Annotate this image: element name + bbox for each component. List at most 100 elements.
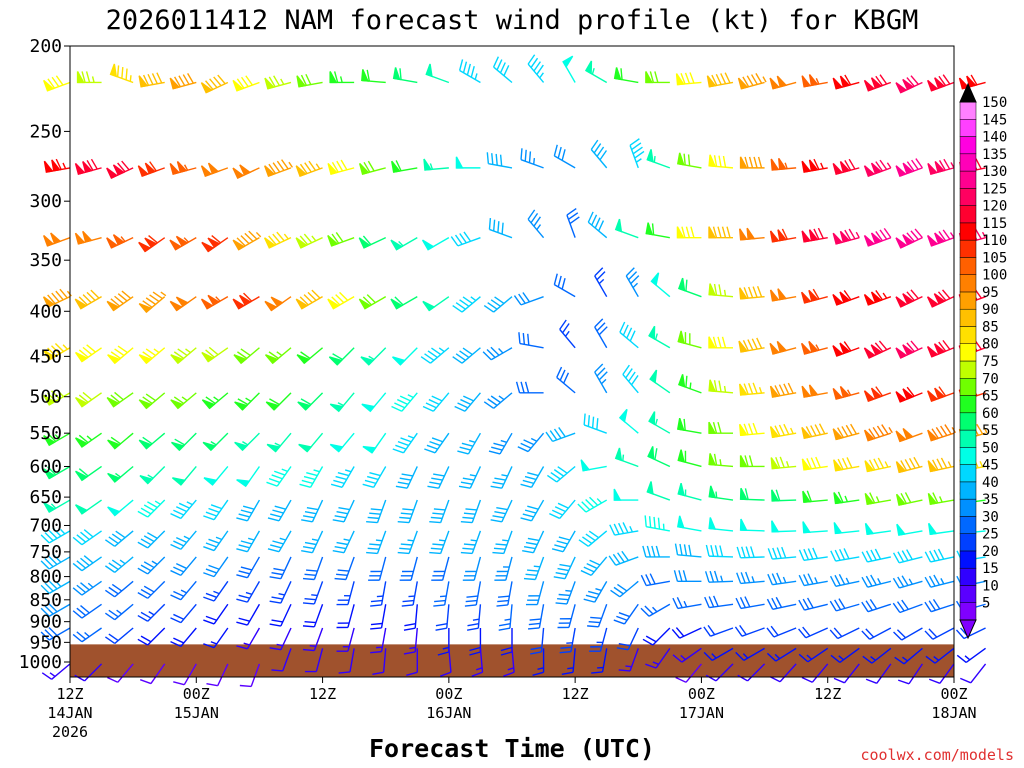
wind-barb [169,296,197,312]
barb-flag [896,629,907,639]
wind-barb [466,604,482,631]
wind-barb [832,423,860,441]
wind-barb [429,530,450,555]
wind-barb [527,54,545,83]
barb-flag [688,544,692,557]
barb-flag [492,56,500,68]
barb-flag [51,390,61,400]
barb-flag [558,536,571,541]
barb-half-flag [474,73,478,80]
barb-flag [370,627,382,630]
barb-staff [715,663,734,682]
barb-half-flag [153,348,160,354]
barb-pennant [42,296,56,308]
barb-flag [462,61,468,73]
wind-barb [232,230,262,251]
barb-pennant [808,340,819,353]
barb-flag [815,456,821,468]
wind-barb [327,291,355,310]
wind-barb [104,603,134,621]
barb-flag [870,549,877,561]
barb-flag [454,234,463,245]
barb-flag [208,564,220,570]
barb-flag [370,599,383,603]
wind-barb [171,466,197,486]
barb-flag [687,154,691,166]
barb-flag [333,479,345,485]
colorbar-top-arrow [959,82,977,103]
barb-flag [527,505,539,510]
barb-staff [313,556,324,580]
barb-flag [366,69,370,82]
barb-flag [240,540,253,545]
barb-flag [175,506,187,513]
barb-flag [40,534,50,544]
barb-flag [704,596,710,608]
barb-flag [802,626,811,637]
barb-pennant [708,453,717,466]
wind-barb [482,346,513,361]
barb-staff [505,556,513,581]
barb-pennant [327,235,339,247]
barb-flag [931,428,939,439]
barb-flag [596,271,606,281]
wind-barb [802,490,828,503]
barb-flag [432,543,444,546]
barb-half-flag [654,418,658,426]
wind-barb [169,161,197,175]
barb-flag [798,549,805,561]
barb-staff [448,648,452,673]
barb-pennant [833,492,843,505]
colorbar-segment [959,119,977,137]
wind-barb [368,556,387,581]
barb-pennant [677,277,686,292]
barb-half-flag [504,618,511,621]
barb-flag [55,290,64,301]
wind-barb [137,603,166,622]
barb-flag [173,540,185,547]
barb-flag [720,73,727,85]
barb-flag [147,73,154,85]
barb-pennant [75,351,89,363]
wind-barb [865,663,892,684]
barb-flag [272,540,284,545]
barb-flag [370,622,383,626]
barb-flag [655,545,661,558]
barb-flag [367,160,375,172]
barb-flag [875,290,883,301]
barb-pennant [613,67,622,81]
wind-barb [429,499,450,524]
barb-flag [205,542,217,548]
wind-barb [525,581,545,606]
credit-text: coolwx.com/models [860,746,1014,764]
barb-half-flag [762,76,767,83]
barb-flag [771,573,778,585]
barb-flag [581,501,591,511]
wind-barb [170,530,197,550]
barb-flag [527,627,540,630]
barb-half-flag [84,631,90,638]
barb-flag [722,155,727,168]
barb-staff [114,627,134,644]
barb-flag [104,589,116,598]
barb-flag [366,520,378,524]
colorbar-segment [959,101,977,120]
barb-flag [44,582,54,592]
barb-flag [642,638,654,646]
barb-half-flag [719,459,722,466]
barb-pennant [358,237,371,249]
barb-pennant [43,394,56,406]
barb-flag [208,346,219,356]
wind-barb [304,648,324,673]
barb-flag [936,458,943,470]
wind-barb [769,382,797,398]
barb-flag [302,577,315,581]
barb-flag [554,544,566,549]
barb-flag [307,291,317,301]
barb-half-flag [281,468,288,473]
wind-barb [769,340,797,355]
barb-flag [875,75,883,86]
barb-pennant [808,384,819,397]
barb-flag [498,627,511,631]
barb-flag [894,656,905,665]
